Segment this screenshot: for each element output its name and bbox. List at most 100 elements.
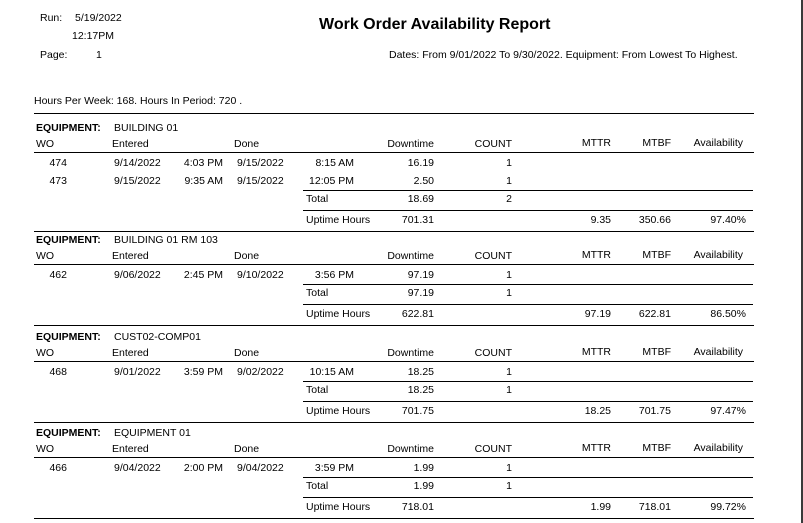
- downtime-value: 18.25: [407, 366, 434, 378]
- total-count: 2: [506, 193, 512, 205]
- col-entered: Entered: [112, 443, 149, 455]
- total-divider: [303, 381, 753, 382]
- col-mttr: MTTR: [581, 249, 611, 261]
- run-label: Run:: [40, 12, 63, 24]
- col-mtbf: MTBF: [642, 346, 671, 358]
- col-availability: Availability: [693, 346, 743, 358]
- col-downtime: Downtime: [387, 347, 434, 359]
- col-mttr: MTTR: [581, 346, 611, 358]
- availability-value: 97.40%: [710, 214, 746, 226]
- column-header-divider: [34, 264, 754, 265]
- equipment-name: BUILDING 01 RM 103: [114, 234, 218, 246]
- done-date: 9/15/2022: [237, 157, 284, 169]
- done-date: 9/04/2022: [237, 462, 284, 474]
- col-done: Done: [234, 443, 260, 455]
- mtbf-value: 701.75: [638, 405, 671, 417]
- total-count: 1: [506, 480, 512, 492]
- availability-value: 99.72%: [710, 501, 746, 513]
- done-date: 9/10/2022: [237, 269, 284, 281]
- uptime-divider: [303, 497, 753, 498]
- col-downtime: Downtime: [387, 250, 434, 262]
- downtime-value: 16.19: [407, 157, 434, 169]
- equipment-name: EQUIPMENT 01: [114, 427, 191, 439]
- wo-number: 462: [49, 269, 67, 281]
- downtime-value: 1.99: [413, 462, 434, 474]
- col-availability: Availability: [693, 442, 743, 454]
- entered-date: 9/15/2022: [114, 175, 161, 187]
- col-done: Done: [234, 347, 260, 359]
- col-availability: Availability: [693, 249, 743, 261]
- uptime-value: 701.75: [401, 405, 434, 417]
- equipment-label: EQUIPMENT:: [36, 331, 101, 343]
- availability-value: 86.50%: [710, 308, 746, 320]
- uptime-value: 622.81: [401, 308, 434, 320]
- entered-date: 9/01/2022: [114, 366, 161, 378]
- col-entered: Entered: [112, 138, 149, 150]
- entered-time: 4:03 PM: [183, 157, 223, 169]
- uptime-divider: [303, 401, 753, 402]
- col-count: COUNT: [474, 443, 512, 455]
- count-value: 1: [506, 157, 512, 169]
- total-downtime: 18.69: [407, 193, 434, 205]
- equipment-label: EQUIPMENT:: [36, 122, 101, 134]
- downtime-value: 97.19: [407, 269, 434, 281]
- uptime-label: Uptime Hours: [306, 214, 371, 226]
- mtbf-value: 718.01: [638, 501, 671, 513]
- col-done: Done: [234, 250, 260, 262]
- total-divider: [303, 477, 753, 478]
- uptime-divider: [303, 210, 753, 211]
- done-date: 9/02/2022: [237, 366, 284, 378]
- done-time: 3:56 PM: [314, 269, 354, 281]
- column-header-divider: [34, 457, 754, 458]
- total-label: Total: [306, 384, 329, 396]
- date-range: Dates: From 9/01/2022 To 9/30/2022. Equi…: [389, 49, 738, 61]
- count-value: 1: [506, 269, 512, 281]
- downtime-value: 2.50: [413, 175, 434, 187]
- col-count: COUNT: [474, 138, 512, 150]
- entered-time: 3:59 PM: [183, 366, 223, 378]
- total-count: 1: [506, 287, 512, 299]
- equipment-label: EQUIPMENT:: [36, 234, 101, 246]
- entered-date: 9/14/2022: [114, 157, 161, 169]
- page-label: Page:: [40, 49, 68, 61]
- col-count: COUNT: [474, 347, 512, 359]
- equipment-name: CUST02-COMP01: [114, 331, 201, 343]
- col-mtbf: MTBF: [642, 442, 671, 454]
- mttr-value: 9.35: [590, 214, 611, 226]
- total-downtime: 18.25: [407, 384, 434, 396]
- col-mtbf: MTBF: [642, 137, 671, 149]
- mttr-value: 97.19: [584, 308, 611, 320]
- done-time: 10:15 AM: [309, 366, 354, 378]
- total-divider: [303, 284, 753, 285]
- mttr-value: 1.99: [590, 501, 611, 513]
- col-wo: WO: [36, 347, 55, 359]
- col-wo: WO: [36, 443, 55, 455]
- uptime-divider: [303, 304, 753, 305]
- uptime-value: 701.31: [401, 214, 434, 226]
- page-number: 1: [96, 49, 102, 61]
- availability-value: 97.47%: [710, 405, 746, 417]
- wo-number: 468: [49, 366, 67, 378]
- col-wo: WO: [36, 138, 55, 150]
- done-date: 9/15/2022: [237, 175, 284, 187]
- wo-number: 474: [49, 157, 67, 169]
- total-count: 1: [506, 384, 512, 396]
- total-label: Total: [306, 193, 329, 205]
- wo-number: 466: [49, 462, 67, 474]
- total-downtime: 97.19: [407, 287, 434, 299]
- run-date: 5/19/2022: [75, 12, 122, 24]
- total-downtime: 1.99: [413, 480, 434, 492]
- mtbf-value: 622.81: [638, 308, 671, 320]
- uptime-label: Uptime Hours: [306, 308, 371, 320]
- entered-time: 2:00 PM: [183, 462, 223, 474]
- col-mttr: MTTR: [581, 442, 611, 454]
- total-label: Total: [306, 480, 329, 492]
- count-value: 1: [506, 175, 512, 187]
- uptime-value: 718.01: [401, 501, 434, 513]
- wo-number: 473: [49, 175, 67, 187]
- done-time: 8:15 AM: [315, 157, 354, 169]
- column-header-divider: [34, 152, 754, 153]
- group-divider: [34, 231, 754, 232]
- report-title: Work Order Availability Report: [319, 16, 551, 33]
- hours-summary: Hours Per Week: 168. Hours In Period: 72…: [34, 95, 243, 107]
